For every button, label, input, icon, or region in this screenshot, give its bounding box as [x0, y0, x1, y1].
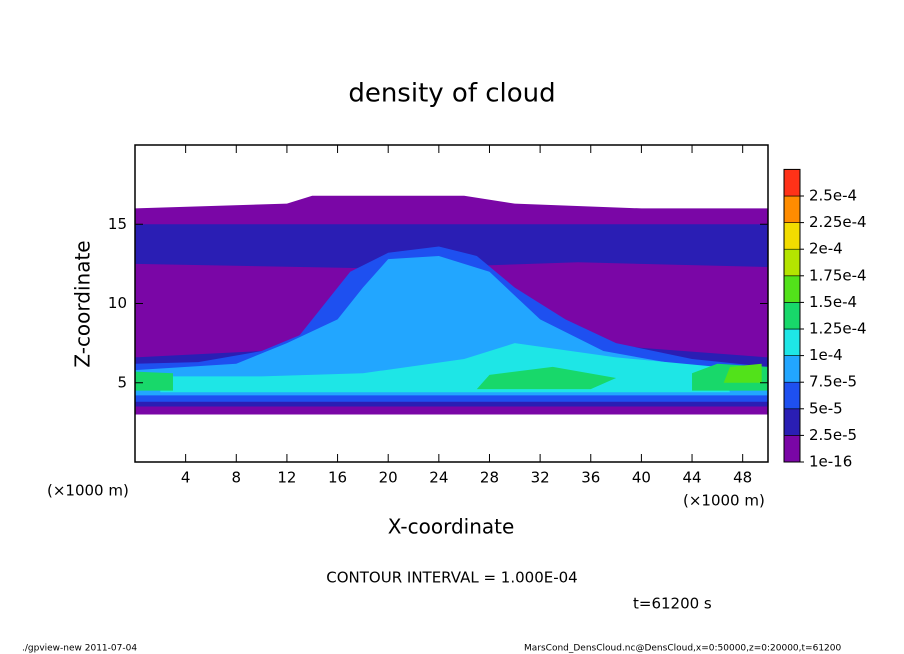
footer: MarsCond_DensCloud.nc@DensCloud,x=0:5000…	[524, 644, 841, 654]
x-tick-label: 48	[733, 469, 752, 487]
x-tick-label: 32	[531, 469, 550, 487]
colorbar-band	[783, 381, 801, 410]
y-tick-label: 10	[108, 294, 127, 312]
colorbar-label: 5e-5	[809, 399, 843, 417]
x-tick-label: 28	[480, 469, 499, 487]
colorbar-band	[783, 248, 801, 277]
colorbar-band	[783, 435, 801, 463]
colorbar-frame	[783, 168, 801, 463]
x-tick-label: 12	[277, 469, 296, 487]
x-unit: (×1000 m)	[47, 482, 129, 500]
x-tick-label: 40	[632, 469, 651, 487]
colorbar-label: 2.5e-4	[809, 187, 857, 205]
x-tick-label: 4	[181, 469, 191, 487]
colorbar-band	[783, 195, 801, 223]
colorbar-band	[783, 328, 801, 356]
y-tick-label: 15	[108, 215, 127, 233]
colorbar-band	[783, 169, 801, 197]
colorbar-band	[783, 275, 801, 303]
colorbar-label: 2.25e-4	[809, 213, 867, 231]
contour-interval: CONTOUR INTERVAL = 1.000E-04	[326, 569, 577, 587]
x-unit: (×1000 m)	[683, 492, 765, 510]
colorbar-label: 1e-4	[809, 346, 843, 364]
colorbar-label: 7.5e-5	[809, 373, 857, 391]
colorbar-label: 2.5e-5	[809, 426, 857, 444]
colorbar-label: 1.75e-4	[809, 266, 867, 284]
colorbar-band	[783, 408, 801, 436]
x-tick-label: 16	[328, 469, 347, 487]
contour-region	[135, 224, 768, 269]
y-axis-label: Z-coordinate	[71, 240, 95, 367]
x-tick-label: 36	[581, 469, 600, 487]
x-tick-label: 24	[429, 469, 448, 487]
colorbar-band	[783, 222, 801, 250]
colorbar-label: 2e-4	[809, 240, 843, 258]
colorbar-label: 1e-16	[809, 453, 852, 471]
contour-region	[723, 363, 762, 383]
colorbar-label: 1.25e-4	[809, 320, 867, 338]
y-tick-label: 5	[117, 373, 127, 391]
contour-region	[476, 366, 617, 390]
footer: ./gpview-new 2011-07-04	[22, 644, 137, 654]
x-tick-label: 20	[379, 469, 398, 487]
x-tick-label: 44	[682, 469, 701, 487]
chart-title: density of cloud	[348, 79, 555, 109]
colorbar-band	[783, 355, 801, 383]
x-axis-label: X-coordinate	[388, 515, 515, 539]
colorbar-band	[783, 302, 801, 330]
time-label: t=61200 s	[633, 595, 712, 613]
colorbar-label: 1.5e-4	[809, 293, 857, 311]
contour-region	[135, 371, 173, 391]
x-tick-label: 8	[232, 469, 242, 487]
